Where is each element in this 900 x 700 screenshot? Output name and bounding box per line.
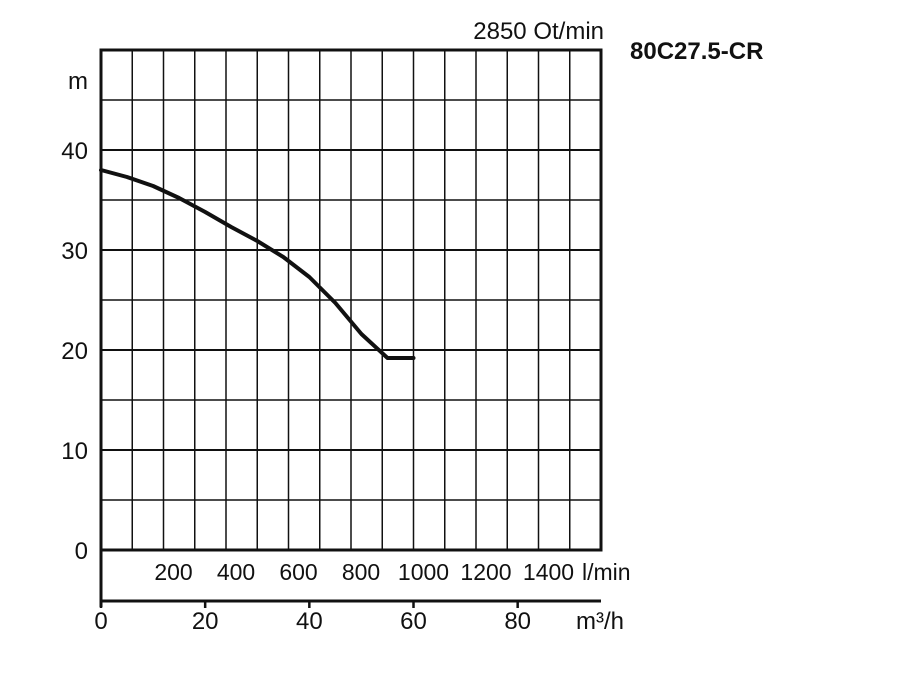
y-tick-label: 40 (61, 138, 88, 165)
lmin-unit-label: l/min (582, 559, 631, 585)
y-tick-label: 30 (61, 238, 88, 265)
lmin-tick-label: 400 (217, 559, 255, 585)
m3h-unit-label: m³/h (576, 608, 624, 635)
lmin-tick-label: 1200 (460, 559, 511, 585)
axes (99, 550, 601, 608)
m3h-tick-label: 40 (296, 608, 323, 635)
tick-labels: 0 10 20 30 40 200 400 600 800 1000 1200 1400 0 20 40 60… (61, 138, 574, 635)
y-axis-unit-label: m (68, 68, 88, 95)
y-tick-label: 10 (61, 438, 88, 465)
m3h-tick-label: 60 (400, 608, 427, 635)
model-label: 80C27.5-CR (630, 38, 763, 65)
lmin-tick-label: 600 (279, 559, 317, 585)
lmin-tick-label: 200 (154, 559, 192, 585)
head-flow-curve (99, 168, 416, 360)
y-tick-label: 20 (61, 338, 88, 365)
m3h-tick-label: 0 (94, 608, 107, 635)
m3h-tick-label: 80 (504, 608, 531, 635)
m3h-tick-label: 20 (192, 608, 219, 635)
plot-frame (99, 48, 603, 552)
lmin-tick-label: 800 (342, 559, 380, 585)
grid-lines (101, 50, 601, 550)
speed-label: 2850 Ot/min (473, 18, 604, 45)
lmin-tick-label: 1400 (523, 559, 574, 585)
y-tick-label: 0 (75, 538, 88, 565)
lmin-tick-label: 1000 (398, 559, 449, 585)
